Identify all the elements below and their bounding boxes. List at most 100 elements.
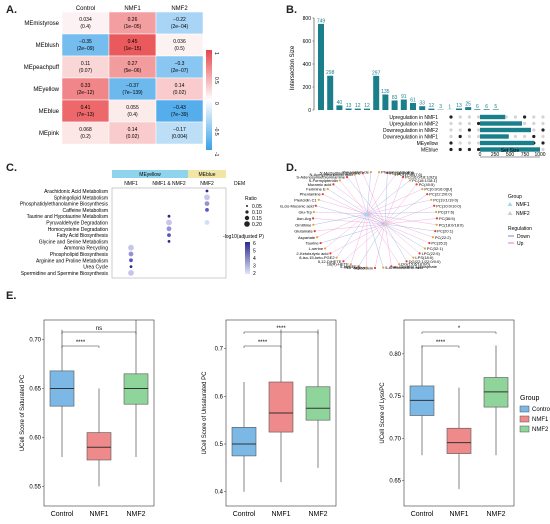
matrix-dot	[477, 141, 481, 145]
intersection-bar	[345, 108, 352, 110]
set-label: MEblue	[421, 148, 438, 154]
pathway-label: Taurine and Hypotaurine Metabolism	[27, 214, 108, 220]
metabolite-node	[430, 198, 433, 201]
sig-bracket-bottom	[421, 345, 460, 348]
set-size-label: Set Size	[501, 148, 520, 154]
pathway-label: Arachidonic Acid Metabolism	[44, 189, 108, 195]
metabolite-label: PC(22:2)	[435, 235, 452, 240]
heatmap-cell-pvalue: (5e−06)	[124, 68, 142, 74]
heatmap-cell-value: 0.27	[128, 61, 138, 67]
y-tick-label: 200	[303, 85, 312, 91]
metabolite-node	[338, 179, 342, 182]
network-edge	[366, 213, 384, 268]
metabolite-node	[329, 252, 332, 255]
pathway-label: Arginine and Proline Metabolism	[36, 258, 108, 264]
bar-value-label: 3	[439, 104, 442, 110]
heatmap-column-label: NMF2	[171, 6, 188, 12]
heatmap-row-label: MEyellow	[33, 87, 59, 93]
metabolite-label: PC(10:0/10:0)	[436, 203, 462, 208]
set-size-bar	[480, 147, 540, 152]
metabolite-node	[316, 236, 319, 239]
dotplot-c: MEyellow MEblue NMF1 NMF1 & NMF2 NMF2 DEM Arac…	[20, 170, 264, 279]
metabolite-label: Aspartate	[298, 235, 316, 240]
y-tick-label: 800	[303, 16, 312, 22]
group-legend-title: Group	[508, 194, 522, 200]
boxplot-ytick: 0.4	[215, 490, 224, 496]
metabolite-node	[408, 179, 412, 182]
intersection-bar	[456, 108, 462, 110]
boxplot-ytick: 0.65	[389, 479, 401, 485]
metabolite-label: PC(36:5)	[439, 216, 456, 221]
set-label: Upregulation in NMF2	[389, 122, 438, 128]
metabolite-label: PC(16:0/18:1(9Z))	[405, 175, 438, 180]
metabolite-label: 5,12-DiHETE	[318, 259, 342, 264]
metabolite-label: sn-Glycerol 3-phosphate	[393, 264, 437, 269]
network-edge	[339, 180, 368, 215]
heatmap-cell	[155, 77, 204, 101]
metabolite-node	[353, 173, 356, 176]
heatmap-cell	[61, 33, 110, 57]
heatmap-cell-value: −0.43	[173, 105, 186, 111]
heatmap-cell-pvalue: (1e−15)	[124, 46, 142, 52]
heatmap-cell	[61, 99, 110, 123]
heatmap-row-label: MEpeachpuff	[24, 65, 60, 71]
matrix-dot	[477, 147, 481, 152]
group-legend-swatch	[519, 415, 530, 423]
enrichment-dot	[128, 244, 134, 251]
heatmap-cell-pvalue: (0.4)	[127, 112, 138, 118]
matrix-dot	[477, 121, 481, 126]
enrichment-dot	[167, 214, 171, 218]
intersection-bar	[354, 108, 361, 110]
matrix-dot	[458, 121, 462, 126]
metabolite-label: Asn-Arg	[297, 216, 311, 221]
heatmap-cell-pvalue: (2e−07)	[171, 68, 189, 74]
metabolite-node	[401, 176, 405, 179]
matrix-dot	[513, 115, 517, 119]
set-size-tick: 250	[491, 152, 500, 158]
metabolite-label: PC(20:1)	[437, 229, 454, 234]
boxplot-ytick: 0.5	[215, 442, 224, 448]
metabolite-label: Piericidin C1	[294, 197, 317, 202]
y-axis-label: Intersection Size	[290, 45, 296, 90]
matrix-dot	[541, 121, 545, 126]
panel-d-label: D.	[286, 162, 297, 174]
panel-a-label: A.	[6, 4, 17, 16]
bar-value-label: 6	[476, 104, 479, 110]
network-edge	[366, 199, 432, 215]
metabolite-label: 5-HpETE	[340, 264, 357, 269]
metabolite-node	[412, 256, 415, 259]
metabolite-label: Pheniamine	[300, 192, 322, 197]
metabolite-label: Glu-Trp	[298, 210, 312, 215]
heatmap-cell	[108, 77, 157, 101]
metabolite-label: PC(19:1/19:0)	[433, 197, 459, 202]
network-edge	[366, 213, 437, 225]
metabolite-node	[435, 217, 439, 220]
metabolite-node	[311, 217, 315, 220]
metabolite-label: PC(18:1/18:1)	[412, 178, 438, 183]
network-edge	[315, 205, 386, 225]
boxplot-ytick: 0.6	[215, 394, 224, 400]
bar-value-label: 5	[494, 104, 497, 110]
pathway-label: Pyruvaldehyde Degradation	[46, 221, 108, 227]
bar-value-label: 1	[448, 104, 451, 110]
enrichment-dot	[205, 189, 209, 193]
metabolite-label: S-Adenosylmethioninamine	[296, 175, 345, 180]
sig-bracket-bottom	[61, 345, 100, 348]
set-size-bar	[480, 140, 534, 146]
enrichment-dot	[129, 265, 133, 268]
heatmap-column-label: NMF1	[124, 6, 141, 12]
heatmap-cell-value: −0.3	[175, 61, 185, 67]
sig-label-top: *	[458, 326, 461, 332]
padj-tick: 5	[253, 249, 256, 255]
metabolite-label: Ornithine	[295, 222, 312, 227]
boxplot-xtick: NMF1	[271, 511, 290, 518]
metabolite-label: PC(0:0/16:0)[U]	[424, 187, 452, 192]
pathway-label: Sphingolipid Metabolism	[54, 195, 108, 201]
network-edge	[384, 223, 420, 254]
metabolite-node	[423, 247, 427, 250]
heatmap-cell-value: 0.41	[81, 105, 91, 111]
padj-legend-title: -log10(adjusted P)	[223, 234, 264, 240]
network-edge	[346, 177, 386, 225]
group-header-label: MEyellow	[139, 172, 161, 178]
network-edge	[313, 211, 368, 215]
